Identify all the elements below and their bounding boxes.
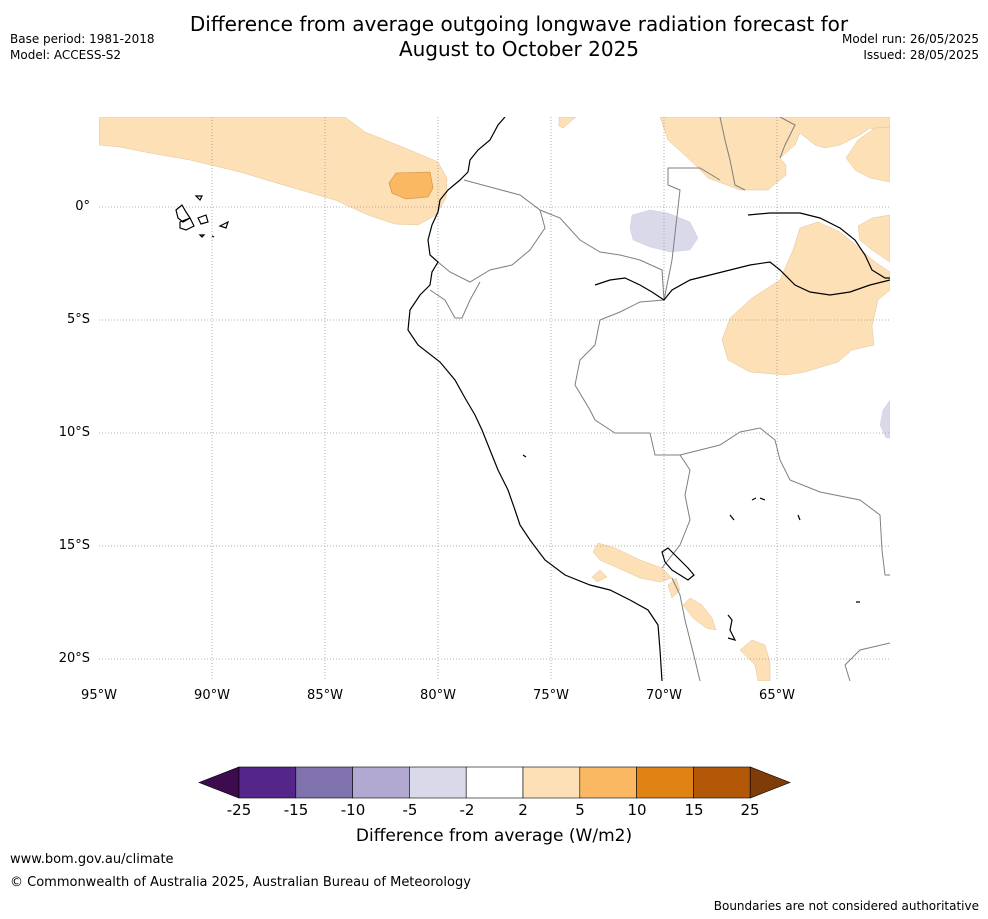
colorbar-extend-max [749, 766, 791, 799]
border-colombia-brazil [663, 167, 721, 301]
colorbar-swatch [522, 766, 581, 799]
colorbar-swatches [198, 766, 791, 799]
meta-right: Model run: 26/05/2025 Issued: 28/05/2025 [842, 31, 979, 63]
island-specks [522, 454, 860, 603]
colorbar-tick: 5 [575, 801, 585, 819]
colorbar-swatch [636, 766, 694, 799]
lat-label-15s: 15°S [58, 538, 90, 553]
lon-label-90w: 90°W [194, 688, 230, 703]
colorbar-swatch [409, 766, 467, 799]
anomaly-positive-small-north [558, 117, 577, 129]
galapagos-islands [175, 195, 230, 238]
border-peru-bolivia [649, 432, 691, 569]
anomaly-positive-south-a [682, 597, 717, 631]
amazon-river [594, 261, 890, 301]
lat-label-5s: 5°S [66, 312, 90, 327]
lake-titicaca [661, 547, 695, 581]
colorbar-tick: -2 [459, 801, 475, 819]
colorbar-swatch [238, 766, 297, 799]
colorbar-tick: 10 [627, 801, 647, 819]
lake-small [727, 614, 737, 641]
border-bolivia-south [844, 642, 890, 681]
coastlines [175, 117, 890, 681]
border-northern-interior [719, 117, 746, 191]
border-ecuador-peru [437, 209, 546, 283]
colorbar-tick: -10 [340, 801, 366, 819]
colorbar-tick: -25 [226, 801, 252, 819]
river-northeast [747, 212, 890, 279]
colorbar-swatch [295, 766, 353, 799]
chart-title: Difference from average outgoing longwav… [0, 12, 988, 62]
anomaly-positive-band-north [99, 117, 448, 226]
anomaly-positive-core [388, 171, 434, 200]
anomaly-positive-east-edge [857, 214, 890, 263]
meta-left: Base period: 1981-2018 Model: ACCESS-S2 [10, 31, 155, 63]
colorbar-tick: 15 [684, 801, 704, 819]
anomaly-fills [99, 117, 890, 681]
lon-label-80w: 80°W [420, 688, 456, 703]
lat-label-0: 0° [75, 199, 90, 214]
anomaly-negative-east-edge [879, 399, 890, 439]
colorbar-swatch [579, 766, 637, 799]
footer-note: Boundaries are not considered authoritat… [713, 899, 979, 913]
anomaly-positive-northeast [659, 117, 890, 191]
lon-label-85w: 85°W [307, 688, 343, 703]
footer-url: www.bom.gov.au/climate [10, 852, 174, 867]
colorbar-swatch [465, 766, 524, 799]
anomaly-positive-northeast-2 [845, 126, 890, 183]
anomaly-positive-south-b [739, 639, 771, 681]
lon-label-75w: 75°W [533, 688, 569, 703]
colorbar-title: Difference from average (W/m2) [355, 826, 633, 846]
lat-label-10s: 10°S [58, 425, 90, 440]
border-bolivia-chile [671, 577, 701, 681]
lon-label-70w: 70°W [646, 688, 682, 703]
base-period: Base period: 1981-2018 [10, 32, 155, 46]
colorbar-tick: -5 [402, 801, 418, 819]
border-ecuador-peru-south [429, 281, 481, 319]
model-run: Model run: 26/05/2025 [841, 32, 979, 46]
country-borders [429, 117, 890, 681]
colorbar-swatch [693, 766, 751, 799]
anomaly-positive-small-a [591, 569, 608, 583]
footer-copyright: © Commonwealth of Australia 2025, Austra… [10, 875, 471, 890]
title-line-1: Difference from average outgoing longwav… [189, 12, 849, 36]
colorbar-tick: -15 [283, 801, 309, 819]
coastline-pacific [407, 117, 663, 681]
title-line-2: August to October 2025 [398, 37, 640, 61]
border-colombia-venezuela [463, 179, 665, 301]
border-venezuela-guyana [779, 117, 796, 159]
lat-label-20s: 20°S [58, 651, 90, 666]
lon-label-65w: 65°W [759, 688, 795, 703]
colorbar-tick: 2 [518, 801, 528, 819]
colorbar-swatch [352, 766, 410, 799]
border-peru-brazil [574, 299, 665, 434]
model-name: Model: ACCESS-S2 [10, 48, 122, 62]
lon-label-95w: 95°W [81, 688, 117, 703]
issued-date: Issued: 28/05/2025 [863, 48, 979, 62]
anomaly-positive-amazon [721, 221, 890, 376]
colorbar-extend-min [198, 766, 240, 799]
border-bolivia-brazil [679, 427, 890, 576]
colorbar-tick: 25 [740, 801, 760, 819]
